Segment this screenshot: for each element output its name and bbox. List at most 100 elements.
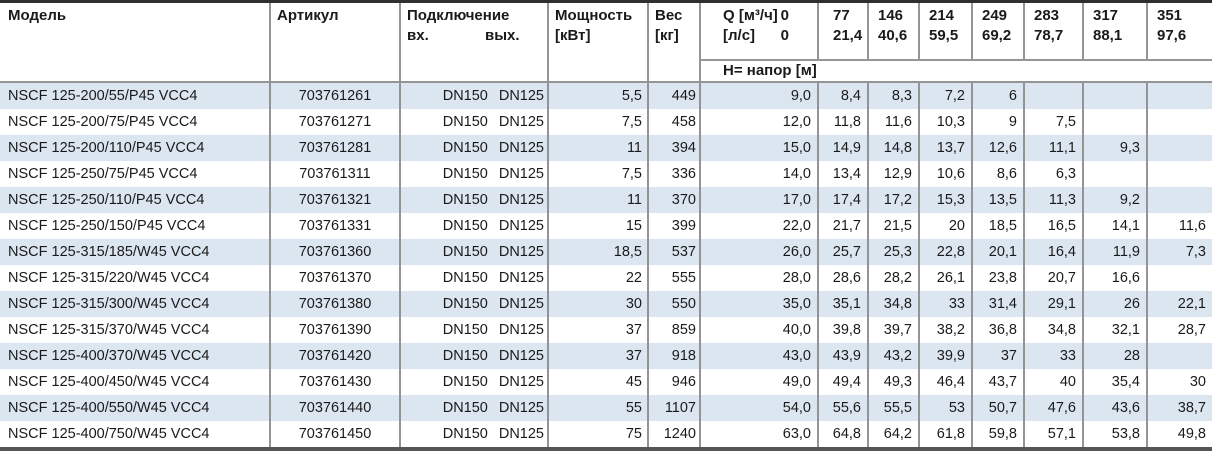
head-cell: 43,6 — [1082, 395, 1147, 421]
header-row-head: H= напор [м] — [0, 59, 1212, 83]
inlet-size: DN150 — [442, 270, 488, 286]
connection-cell: DN150 DN125 — [399, 369, 548, 395]
head-cell: 49,4 — [817, 369, 868, 395]
power-cell: 18,5 — [547, 239, 648, 265]
head-cell: 20,7 — [1023, 265, 1083, 291]
inlet-size: DN150 — [442, 218, 488, 234]
col-header-q-4: 249 69,2 — [971, 1, 1024, 61]
article-cell: 703761360 — [269, 239, 400, 265]
head-cell: 17,2 — [867, 187, 919, 213]
head-cell: 22,1 — [1146, 291, 1212, 317]
model-cell: NSCF 125-315/370/W45 VCC4 — [8, 322, 210, 338]
head-cell: 49,3 — [867, 369, 919, 395]
weight-cell: 336 — [647, 161, 700, 187]
head-cell: 35,0 — [699, 291, 818, 317]
weight-cell: 550 — [647, 291, 700, 317]
head-cell: 33 — [918, 291, 972, 317]
outlet-size: DN125 — [498, 348, 544, 364]
model-cell: NSCF 125-400/450/W45 VCC4 — [8, 374, 210, 390]
head-cell: 9,2 — [1082, 187, 1147, 213]
table-row: NSCF 125-250/75/P45 VCC4 703761311 DN150 DN… — [0, 161, 1212, 187]
table-row: NSCF 125-315/185/W45 VCC4 703761360 DN150 D… — [0, 239, 1212, 265]
outlet-size: DN125 — [498, 192, 544, 208]
head-cell: 11,6 — [867, 109, 919, 135]
table-header: Модель Артикул Подключение вх. вых. Мощн… — [0, 1, 1212, 83]
head-cell: 46,4 — [918, 369, 972, 395]
inlet-size: DN150 — [442, 426, 488, 442]
connection-cell: DN150 DN125 — [399, 265, 548, 291]
head-cell: 10,3 — [918, 109, 972, 135]
col-header-q-7: 351 97,6 — [1146, 1, 1212, 61]
connection-cell: DN150 DN125 — [399, 317, 548, 343]
head-cell: 39,7 — [867, 317, 919, 343]
weight-cell: 370 — [647, 187, 700, 213]
inlet-size: DN150 — [442, 348, 488, 364]
model-cell: NSCF 125-200/75/P45 VCC4 — [8, 114, 198, 130]
connection-cell: DN150 DN125 — [399, 109, 548, 135]
article-cell: 703761271 — [269, 109, 400, 135]
connection-cell: DN150 DN125 — [399, 291, 548, 317]
head-cell: 64,2 — [867, 421, 919, 449]
head-cell: 28,7 — [1146, 317, 1212, 343]
col-header-q-5: 283 78,7 — [1023, 1, 1083, 61]
table-row: NSCF 125-200/110/P45 VCC4 703761281 DN150 D… — [0, 135, 1212, 161]
outlet-size: DN125 — [498, 244, 544, 260]
article-cell: 703761440 — [269, 395, 400, 421]
head-cell: 26 — [1082, 291, 1147, 317]
inlet-size: DN150 — [442, 140, 488, 156]
head-cell: 9 — [971, 109, 1024, 135]
table-row: NSCF 125-400/450/W45 VCC4 703761430 DN150 D… — [0, 369, 1212, 395]
connection-cell: DN150 DN125 — [399, 187, 548, 213]
weight-cell: 1240 — [647, 421, 700, 449]
article-cell: 703761430 — [269, 369, 400, 395]
table-body: NSCF 125-200/55/P45 VCC4 703761261 DN150 DN… — [0, 82, 1212, 449]
head-cell: 35,1 — [817, 291, 868, 317]
head-cell: 21,7 — [817, 213, 868, 239]
head-cell: 16,6 — [1082, 265, 1147, 291]
head-cell: 10,6 — [918, 161, 972, 187]
model-cell: NSCF 125-200/55/P45 VCC4 — [8, 88, 198, 104]
article-cell: 703761370 — [269, 265, 400, 291]
power-cell: 75 — [547, 421, 648, 449]
head-cell: 20 — [918, 213, 972, 239]
head-cell — [1082, 161, 1147, 187]
table-row: NSCF 125-250/110/P45 VCC4 703761321 DN150 D… — [0, 187, 1212, 213]
head-cell — [1146, 109, 1212, 135]
head-cell: 32,1 — [1082, 317, 1147, 343]
head-cell: 13,4 — [817, 161, 868, 187]
head-cell: 54,0 — [699, 395, 818, 421]
head-cell: 49,0 — [699, 369, 818, 395]
power-cell: 45 — [547, 369, 648, 395]
head-cell: 11,6 — [1146, 213, 1212, 239]
connection-cell: DN150 DN125 — [399, 239, 548, 265]
head-cell: 34,8 — [1023, 317, 1083, 343]
connection-cell: DN150 DN125 — [399, 82, 548, 109]
head-cell: 11,9 — [1082, 239, 1147, 265]
table-row: NSCF 125-400/370/W45 VCC4 703761420 DN150 D… — [0, 343, 1212, 369]
head-cell: 13,7 — [918, 135, 972, 161]
power-cell: 22 — [547, 265, 648, 291]
head-cell: 36,8 — [971, 317, 1024, 343]
weight-cell: 458 — [647, 109, 700, 135]
power-cell: 7,5 — [547, 109, 648, 135]
head-cell: 22,8 — [918, 239, 972, 265]
head-cell: 49,8 — [1146, 421, 1212, 449]
power-label: Мощность — [555, 7, 633, 24]
head-cell — [1082, 109, 1147, 135]
head-cell — [1146, 343, 1212, 369]
head-cell: 21,5 — [867, 213, 919, 239]
head-cell: 14,9 — [817, 135, 868, 161]
outlet-size: DN125 — [498, 140, 544, 156]
power-cell: 37 — [547, 343, 648, 369]
outlet-size: DN125 — [498, 166, 544, 182]
weight-cell: 394 — [647, 135, 700, 161]
head-cell: 34,8 — [867, 291, 919, 317]
inlet-size: DN150 — [442, 296, 488, 312]
weight-label: Вес — [655, 7, 683, 24]
model-cell: NSCF 125-400/550/W45 VCC4 — [8, 400, 210, 416]
head-cell: 38,7 — [1146, 395, 1212, 421]
q-zero-m3h: 0 — [780, 7, 789, 24]
outlet-size: DN125 — [498, 218, 544, 234]
head-cell: 6,3 — [1023, 161, 1083, 187]
